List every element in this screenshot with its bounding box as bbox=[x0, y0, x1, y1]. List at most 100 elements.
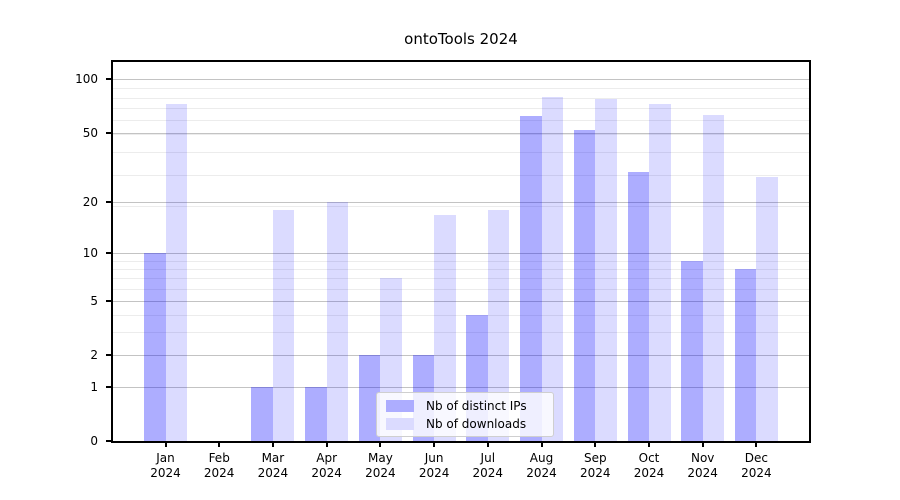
x-axis-tick-label: May 2024 bbox=[348, 451, 412, 481]
y-minor-gridline bbox=[113, 151, 809, 153]
y-axis-tick bbox=[106, 78, 111, 81]
y-major-gridline bbox=[113, 354, 809, 356]
y-minor-gridline bbox=[113, 288, 809, 290]
x-axis-tick bbox=[540, 443, 543, 447]
legend-label-downloads: Nb of downloads bbox=[426, 416, 527, 431]
x-label-year: 2024 bbox=[472, 466, 504, 480]
y-axis-tick-label: 50 bbox=[82, 125, 98, 140]
x-axis-tick bbox=[594, 443, 597, 447]
bar-apr-downloads bbox=[326, 202, 349, 441]
bar-nov-distinct-ips bbox=[681, 260, 703, 441]
x-label-year: 2024 bbox=[365, 466, 396, 480]
x-label-month: May bbox=[367, 451, 393, 465]
y-minor-gridline bbox=[113, 108, 809, 110]
y-axis-tick-label: 2 bbox=[90, 347, 98, 362]
y-minor-gridline bbox=[113, 314, 809, 316]
y-axis-tick-label: 20 bbox=[82, 195, 98, 210]
y-major-gridline bbox=[113, 202, 809, 204]
legend-entry-distinct-ips: Nb of distinct IPs bbox=[386, 399, 545, 413]
x-axis-tick bbox=[164, 443, 167, 447]
bar-dec-distinct-ips bbox=[734, 268, 757, 441]
y-minor-gridline bbox=[113, 134, 809, 136]
x-axis-tick bbox=[218, 443, 221, 447]
y-axis-tick bbox=[106, 131, 111, 134]
y-major-gridline bbox=[113, 386, 809, 388]
x-label-year: 2024 bbox=[687, 466, 718, 480]
y-minor-gridline bbox=[113, 88, 809, 90]
y-minor-gridline bbox=[113, 97, 809, 99]
y-axis-tick bbox=[106, 201, 111, 204]
x-axis-tick-label: Jul 2024 bbox=[456, 451, 520, 481]
x-axis-tick-label: Sep 2024 bbox=[563, 451, 627, 481]
y-axis-tick bbox=[106, 385, 111, 388]
y-minor-gridline bbox=[113, 206, 809, 208]
x-label-month: Jan bbox=[156, 451, 175, 465]
bar-mar-distinct-ips bbox=[251, 386, 273, 441]
x-label-month: Sep bbox=[583, 451, 607, 465]
bar-oct-distinct-ips bbox=[627, 171, 649, 441]
x-label-month: Oct bbox=[638, 451, 660, 465]
plot-area: Nb of distinct IPs Nb of downloads bbox=[111, 60, 811, 443]
x-axis-tick-label: Jan 2024 bbox=[134, 451, 198, 481]
y-minor-gridline bbox=[113, 260, 809, 262]
legend-entry-downloads: Nb of downloads bbox=[386, 417, 545, 431]
bar-aug-distinct-ips bbox=[520, 116, 542, 441]
x-axis-tick bbox=[755, 443, 758, 447]
x-axis-tick-label: Jun 2024 bbox=[402, 451, 466, 481]
x-axis-tick-label: Apr 2024 bbox=[295, 451, 359, 481]
bar-sep-distinct-ips bbox=[573, 129, 596, 441]
bar-jun-downloads bbox=[434, 214, 456, 441]
x-axis-tick bbox=[271, 443, 274, 447]
y-major-gridline bbox=[113, 300, 809, 302]
x-label-month: Jul bbox=[480, 451, 496, 465]
bar-jan-distinct-ips bbox=[144, 253, 166, 441]
bar-apr-distinct-ips bbox=[305, 386, 327, 441]
y-minor-gridline bbox=[113, 332, 809, 334]
y-axis-tick bbox=[106, 252, 111, 255]
x-label-year: 2024 bbox=[633, 466, 665, 480]
bar-may-distinct-ips bbox=[358, 354, 381, 441]
x-axis-tick bbox=[701, 443, 704, 447]
bar-jul-downloads bbox=[487, 210, 510, 441]
bar-aug-downloads bbox=[541, 96, 563, 441]
x-axis-tick-label: Aug 2024 bbox=[510, 451, 574, 481]
y-minor-gridline bbox=[113, 268, 809, 270]
y-axis-tick-label: 0 bbox=[90, 434, 98, 448]
y-axis-tick-label: 1 bbox=[90, 379, 98, 394]
bar-mar-downloads bbox=[272, 210, 295, 441]
x-label-month: Feb bbox=[208, 451, 230, 465]
y-axis-tick bbox=[106, 440, 111, 442]
y-minor-gridline bbox=[113, 120, 809, 122]
y-minor-gridline bbox=[113, 278, 809, 279]
x-label-year: 2024 bbox=[741, 466, 772, 480]
y-major-gridline bbox=[113, 79, 809, 81]
x-label-month: Apr bbox=[316, 451, 338, 465]
x-label-year: 2024 bbox=[580, 466, 611, 480]
x-axis-tick-label: Nov 2024 bbox=[671, 451, 735, 481]
bar-sep-downloads bbox=[595, 98, 617, 441]
legend-swatch-downloads bbox=[386, 417, 414, 430]
bar-oct-downloads bbox=[649, 103, 671, 441]
y-axis-tick-label: 10 bbox=[82, 246, 98, 261]
bar-nov-downloads bbox=[702, 115, 725, 441]
x-label-year: 2024 bbox=[418, 466, 450, 480]
y-major-gridline bbox=[113, 253, 809, 255]
x-axis-tick-label: Mar 2024 bbox=[241, 451, 305, 481]
x-label-year: 2024 bbox=[150, 466, 181, 480]
x-label-month: Jun bbox=[424, 451, 444, 465]
x-label-year: 2024 bbox=[526, 466, 557, 480]
x-axis-tick bbox=[325, 443, 328, 447]
y-axis-tick bbox=[106, 299, 111, 302]
legend-swatch-distinct-ips bbox=[386, 399, 414, 412]
x-label-year: 2024 bbox=[311, 466, 342, 480]
x-axis-tick bbox=[433, 443, 436, 447]
x-axis-tick bbox=[486, 443, 489, 447]
x-axis-tick-label: Feb 2024 bbox=[187, 451, 251, 481]
y-axis-tick bbox=[106, 353, 111, 356]
chart-title: ontoTools 2024 bbox=[404, 30, 518, 48]
x-axis-tick-label: Dec 2024 bbox=[724, 451, 788, 481]
y-major-gridline bbox=[113, 132, 809, 134]
y-minor-gridline bbox=[113, 174, 809, 176]
bar-dec-downloads bbox=[756, 177, 778, 441]
